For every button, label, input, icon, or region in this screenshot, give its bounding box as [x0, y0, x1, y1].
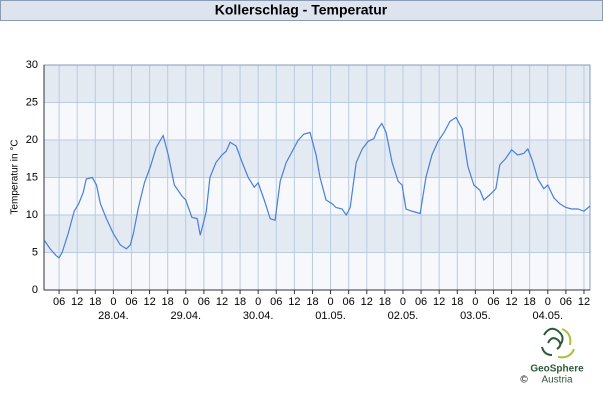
x-tick-label: 12	[433, 296, 445, 308]
x-tick-label: 0	[255, 296, 261, 308]
date-label: 03.05.	[460, 310, 491, 322]
x-tick-label: 06	[487, 296, 499, 308]
date-label: 04.05.	[532, 310, 563, 322]
x-tick-label: 18	[234, 296, 246, 308]
x-tick-label: 18	[379, 296, 391, 308]
x-tick-label: 12	[361, 296, 373, 308]
x-tick-label: 0	[328, 296, 334, 308]
x-tick-label: 12	[505, 296, 517, 308]
x-tick-label: 12	[578, 296, 590, 308]
y-tick-label: 0	[32, 284, 38, 296]
logo-name: GeoSphere	[530, 364, 584, 375]
date-label: 29.04.	[170, 310, 201, 322]
band	[44, 65, 590, 103]
band	[44, 177, 590, 215]
x-tick-label: 06	[415, 296, 427, 308]
y-tick-label: 30	[26, 59, 38, 71]
x-tick-label: 12	[71, 296, 83, 308]
band	[44, 252, 590, 290]
y-tick-label: 25	[26, 96, 38, 108]
logo-sub: Austria	[541, 375, 573, 386]
date-label: 01.05.	[315, 310, 346, 322]
band	[44, 102, 590, 140]
x-tick-label: 0	[545, 296, 551, 308]
x-tick-label: 18	[89, 296, 101, 308]
x-tick-label: 0	[183, 296, 189, 308]
logo-mark	[541, 327, 564, 356]
band	[44, 215, 590, 253]
x-tick-label: 0	[472, 296, 478, 308]
x-tick-label: 18	[451, 296, 463, 308]
x-tick-label: 12	[288, 296, 300, 308]
temperature-line	[43, 116, 591, 259]
logo	[541, 327, 575, 359]
x-tick-label: 18	[306, 296, 318, 308]
x-tick-label: 06	[270, 296, 282, 308]
date-label: 30.04.	[243, 310, 274, 322]
logo-mark	[557, 328, 575, 359]
chart-title: Kollerschlag - Temperatur	[215, 2, 388, 18]
copyright: ©	[520, 375, 528, 386]
x-tick-label: 06	[125, 296, 137, 308]
x-tick-label: 0	[400, 296, 406, 308]
x-tick-label: 12	[143, 296, 155, 308]
x-tick-label: 06	[343, 296, 355, 308]
x-tick-label: 12	[216, 296, 228, 308]
date-label: 02.05.	[388, 310, 419, 322]
x-tick-label: 18	[524, 296, 536, 308]
y-tick-label: 15	[26, 171, 38, 183]
y-tick-label: 10	[26, 209, 38, 221]
x-tick-label: 06	[560, 296, 572, 308]
x-tick-label: 18	[162, 296, 174, 308]
x-tick-label: 06	[53, 296, 65, 308]
x-tick-label: 06	[198, 296, 210, 308]
y-tick-label: 5	[32, 246, 38, 258]
date-label: 28.04.	[98, 310, 129, 322]
x-tick-label: 0	[110, 296, 116, 308]
y-axis-label: Temperatur in °C	[10, 139, 21, 214]
y-tick-label: 20	[26, 134, 38, 146]
